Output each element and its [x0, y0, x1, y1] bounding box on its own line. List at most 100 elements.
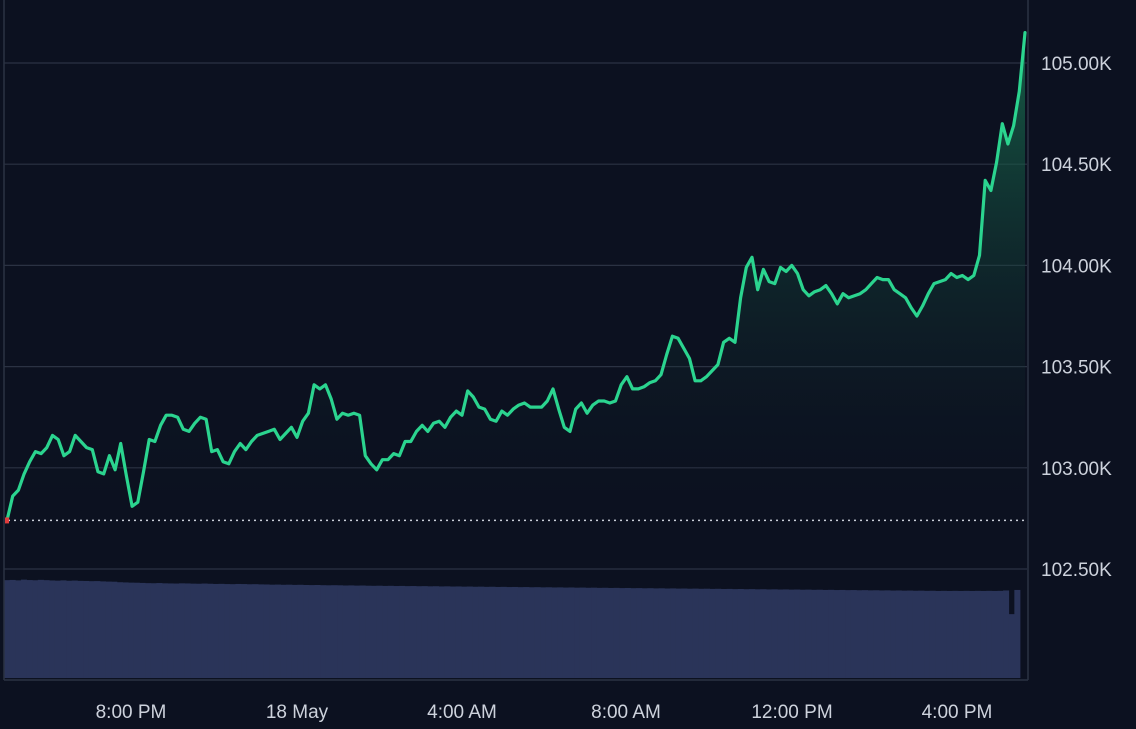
volume-bar [365, 585, 372, 678]
volume-bar [647, 588, 654, 678]
volume-bar [540, 587, 547, 678]
volume-bar [845, 590, 852, 678]
x-tick-label: 8:00 PM [96, 702, 167, 723]
volume-bar [732, 589, 739, 678]
volume-bar [1008, 614, 1015, 678]
volume-bar [88, 581, 95, 678]
volume-bar [754, 589, 761, 678]
volume-bar [99, 581, 106, 678]
volume-bar [743, 589, 750, 678]
volume-bar [207, 583, 214, 678]
x-tick-label: 4:00 AM [427, 702, 497, 723]
volume-bar [122, 582, 129, 678]
start-marker [5, 517, 9, 524]
volume-bar [111, 581, 118, 678]
volume-bar [861, 590, 868, 678]
volume-bar [77, 580, 84, 678]
volume-bar [1014, 589, 1021, 678]
volume-bar [574, 587, 581, 678]
volume-bar [258, 584, 265, 678]
volume-bar [241, 584, 248, 678]
volume-bar [703, 588, 710, 678]
volume-bar [568, 587, 575, 678]
volume-bar [969, 590, 976, 678]
volume-bar [291, 584, 298, 678]
volume-bar [670, 588, 677, 678]
volume-bar [342, 585, 349, 678]
volume-bar [952, 590, 959, 678]
volume-bar [873, 590, 880, 678]
volume-bar [20, 579, 27, 678]
volume-bar [190, 583, 197, 678]
x-tick-label: 4:00 PM [922, 702, 993, 723]
volume-bar [856, 590, 863, 678]
volume-bar [320, 585, 327, 678]
price-line [5, 31, 1027, 522]
volume-bar [890, 590, 897, 678]
y-tick-label: 103.50K [1041, 358, 1112, 379]
volume-bar [794, 589, 801, 678]
volume-bar [60, 580, 67, 678]
volume-bar [387, 585, 394, 678]
y-tick-label: 105.00K [1041, 54, 1112, 75]
volume-bar [393, 586, 400, 678]
volume-bar [760, 589, 767, 678]
volume-bar [348, 585, 355, 678]
volume-bar [71, 580, 78, 678]
volume-bar [658, 588, 665, 678]
volume-bar [461, 586, 468, 678]
volume-bar [980, 590, 987, 678]
volume-bar [449, 586, 456, 678]
volume-bar [771, 589, 778, 678]
volume-bar [918, 590, 925, 678]
volume-bar [416, 586, 423, 678]
volume-bar [432, 586, 440, 678]
volume-bar [229, 584, 236, 678]
volume-bar [43, 580, 50, 678]
volume-bar [483, 586, 490, 678]
volume-bar [974, 590, 981, 678]
volume-bar [506, 587, 513, 678]
volume-bar [399, 585, 406, 678]
volume-bar [585, 587, 592, 678]
volume-bar [534, 587, 541, 678]
volume-bar [907, 590, 914, 678]
volume-bar [325, 585, 332, 678]
volume-bar [613, 587, 620, 678]
volume-bar [150, 583, 157, 678]
volume-bar [32, 580, 39, 678]
y-tick-label: 104.50K [1041, 155, 1112, 176]
volume-bar [811, 589, 818, 678]
volume-bar [269, 584, 276, 678]
reference-layer [5, 517, 1025, 524]
volume-bar [512, 586, 519, 678]
volume-bar [641, 588, 648, 678]
volume-bar [551, 587, 558, 678]
volume-bar [66, 580, 73, 678]
volume-bar [957, 590, 964, 678]
volume-bar [878, 590, 885, 678]
volume-bar [246, 584, 253, 678]
volume-bar [156, 583, 163, 678]
volume-bar [54, 580, 61, 678]
volume-bar [653, 588, 660, 678]
volume-bar [664, 588, 671, 678]
volume-bar [4, 580, 11, 678]
volume-bar [105, 581, 112, 678]
volume-bar [370, 585, 377, 678]
volume-bar [607, 587, 614, 678]
volume-bar [681, 588, 688, 678]
volume-bar [619, 588, 626, 678]
y-tick-label: 103.00K [1041, 459, 1112, 480]
volume-bar [455, 586, 462, 678]
volume-bar [331, 585, 338, 678]
volume-bar [912, 590, 919, 678]
volume-bar [218, 583, 225, 678]
volume-bar [337, 585, 344, 678]
volume-bar [15, 580, 22, 678]
volume-bar [178, 583, 186, 678]
volume-bar [133, 582, 140, 678]
volume-bar [686, 588, 694, 678]
